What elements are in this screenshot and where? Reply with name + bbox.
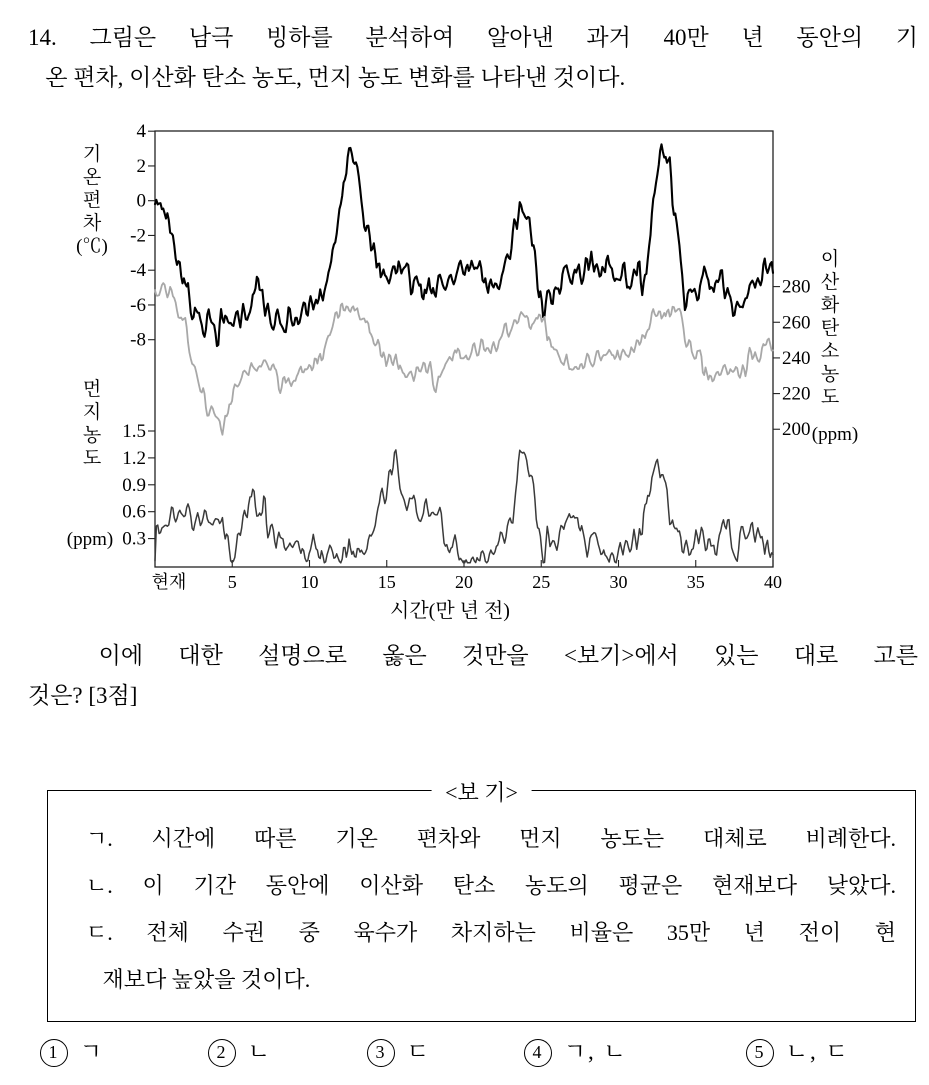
- svg-text:220: 220: [782, 384, 811, 405]
- svg-text:20: 20: [455, 572, 473, 590]
- svg-text:35: 35: [687, 572, 705, 590]
- svg-text:280: 280: [782, 277, 811, 298]
- svg-text:-8: -8: [130, 330, 146, 351]
- svg-text:30: 30: [610, 572, 628, 590]
- svg-text:-4: -4: [130, 260, 146, 281]
- svg-text:-6: -6: [130, 295, 146, 316]
- svg-text:0.3: 0.3: [122, 529, 146, 550]
- svg-text:10: 10: [301, 572, 319, 590]
- svg-text:200: 200: [782, 419, 811, 440]
- svg-text:0.6: 0.6: [122, 502, 146, 523]
- svg-text:240: 240: [782, 348, 811, 369]
- svg-text:5: 5: [228, 572, 237, 590]
- svg-text:0: 0: [137, 191, 147, 212]
- svg-text:1.2: 1.2: [122, 448, 146, 469]
- svg-text:1.5: 1.5: [122, 421, 146, 442]
- svg-text:0.9: 0.9: [122, 475, 146, 496]
- svg-text:4: 4: [137, 121, 147, 142]
- svg-text:25: 25: [532, 572, 550, 590]
- svg-text:40: 40: [764, 572, 782, 590]
- svg-text:-2: -2: [130, 225, 146, 246]
- svg-text:260: 260: [782, 312, 811, 333]
- svg-text:2: 2: [137, 156, 147, 177]
- svg-text:15: 15: [378, 572, 396, 590]
- svg-text:현재: 현재: [152, 572, 187, 590]
